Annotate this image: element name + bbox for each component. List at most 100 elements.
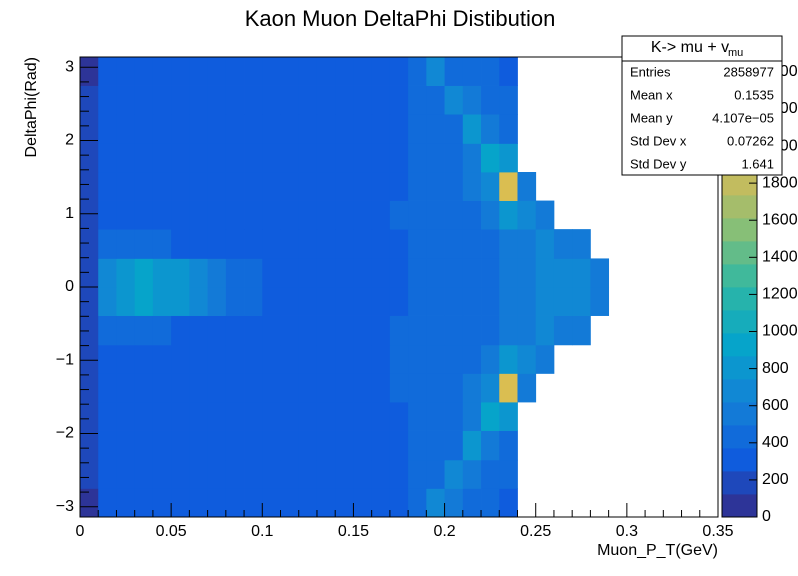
heatmap-cell	[389, 143, 409, 173]
heatmap-cell	[462, 344, 482, 374]
stats-value: 4.107e−05	[712, 110, 774, 125]
heatmap-cell	[426, 315, 445, 346]
z-tick-label: 1000	[762, 323, 798, 340]
heatmap-cell	[609, 287, 628, 316]
heatmap-cell	[389, 114, 409, 144]
heatmap-cell	[426, 430, 445, 461]
heatmap-cell	[389, 287, 409, 316]
heatmap-cell	[98, 258, 117, 288]
heatmap-cell	[152, 402, 172, 431]
heatmap-cell	[134, 229, 154, 259]
heatmap-cell	[189, 488, 208, 518]
heatmap-cell	[316, 344, 336, 374]
heatmap-cell	[207, 172, 227, 201]
heatmap-cell	[316, 85, 336, 115]
y-tick-label: 2	[65, 132, 74, 149]
heatmap-cell	[335, 315, 354, 346]
heatmap-cell	[535, 200, 555, 230]
heatmap-cell	[535, 258, 555, 288]
heatmap-cell	[536, 143, 555, 172]
heatmap-cell	[426, 200, 445, 230]
heatmap-cell	[426, 459, 445, 489]
heatmap-cell	[462, 459, 482, 489]
x-tick-label: 0	[76, 523, 85, 540]
heatmap-cell	[609, 373, 628, 402]
heatmap-cell	[262, 459, 281, 489]
heatmap-cell	[499, 57, 518, 86]
stats-title: K-> mu + v	[651, 39, 729, 56]
color-band	[722, 264, 757, 288]
heatmap-cell	[408, 402, 427, 431]
heatmap-cell	[316, 258, 336, 288]
heatmap-cell	[298, 373, 318, 403]
heatmap-cell	[189, 373, 208, 403]
heatmap-cell	[389, 258, 409, 288]
heatmap-cell	[408, 315, 427, 346]
heatmap-cell	[298, 430, 318, 461]
heatmap-cell	[189, 402, 208, 431]
heatmap-cell	[481, 459, 500, 489]
heatmap-cell	[444, 344, 464, 374]
heatmap-cell	[353, 57, 373, 86]
heatmap-cell	[335, 143, 354, 173]
heatmap-cell	[462, 488, 482, 518]
heatmap-cell	[444, 229, 464, 259]
heatmap-cell	[134, 258, 154, 288]
heatmap-cell	[536, 86, 555, 115]
heatmap-cell	[262, 200, 281, 230]
heatmap-cell	[444, 172, 464, 201]
heatmap-cell	[335, 85, 354, 115]
heatmap-cell	[80, 373, 99, 403]
heatmap-cell	[152, 200, 172, 230]
heatmap-cell	[517, 114, 536, 144]
heatmap-cell	[553, 258, 573, 288]
heatmap-cell	[444, 85, 464, 115]
heatmap-cell	[353, 373, 373, 403]
heatmap-cell	[152, 258, 172, 288]
heatmap-cell	[408, 229, 427, 259]
heatmap-cell	[116, 200, 136, 230]
heatmap-cell	[171, 488, 190, 518]
heatmap-cell	[335, 172, 354, 201]
heatmap-cell	[572, 114, 591, 144]
heatmap-cell	[408, 488, 427, 518]
heatmap-cell	[280, 344, 300, 374]
z-tick-label: 600	[762, 397, 789, 414]
heatmap-cell	[499, 172, 518, 201]
heatmap-cell	[189, 430, 208, 461]
heatmap-cell	[116, 459, 136, 489]
heatmap-cell	[371, 85, 391, 115]
stats-label: Std Dev x	[630, 133, 687, 148]
heatmap-cell	[225, 143, 245, 173]
heatmap-cell	[426, 229, 445, 259]
heatmap-cell	[499, 287, 518, 316]
heatmap-cell	[554, 488, 573, 517]
heatmap-cell	[554, 201, 573, 230]
heatmap-cell	[499, 459, 518, 489]
heatmap-cell	[225, 402, 245, 431]
heatmap-cell	[262, 143, 281, 173]
heatmap-cell	[171, 287, 190, 316]
heatmap-cell	[462, 402, 482, 431]
heatmap-cell	[116, 172, 136, 201]
heatmap-cell	[316, 172, 336, 201]
heatmap-cell	[371, 229, 391, 259]
heatmap-cell	[517, 57, 536, 86]
heatmap-cell	[444, 114, 464, 144]
heatmap-cell	[98, 172, 117, 201]
heatmap-cell	[462, 143, 482, 173]
heatmap-cell	[572, 57, 591, 86]
heatmap-cell	[152, 430, 172, 461]
heatmap-cell	[80, 402, 99, 431]
heatmap-cell	[262, 57, 281, 86]
heatmap-cell	[207, 344, 227, 374]
heatmap-cell	[262, 488, 281, 518]
heatmap-cell	[244, 229, 263, 259]
heatmap-cell	[225, 344, 245, 374]
heatmap-cell	[80, 315, 99, 346]
heatmap-cell	[152, 344, 172, 374]
heatmap-cell	[481, 114, 500, 144]
heatmap-cell	[353, 85, 373, 115]
heatmap-cell	[590, 143, 609, 172]
heatmap-cell	[244, 402, 263, 431]
